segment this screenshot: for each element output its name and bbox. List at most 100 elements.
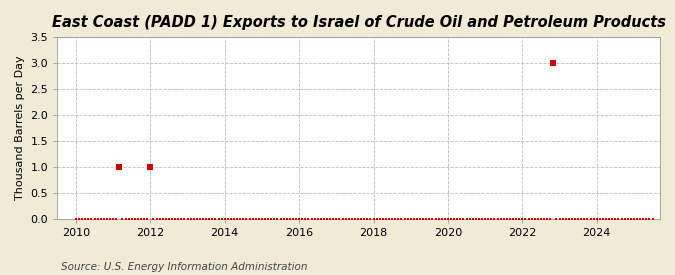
Point <box>132 217 143 221</box>
Point <box>439 217 450 221</box>
Point <box>375 217 385 221</box>
Point <box>480 217 491 221</box>
Point <box>443 217 454 221</box>
Point <box>626 217 637 221</box>
Point <box>108 217 119 221</box>
Point <box>281 217 292 221</box>
Point <box>560 217 571 221</box>
Point <box>291 217 302 221</box>
Point <box>576 217 587 221</box>
Point <box>554 217 565 221</box>
Point <box>80 217 90 221</box>
Point <box>641 217 652 221</box>
Point <box>433 217 444 221</box>
Point <box>470 217 481 221</box>
Point <box>210 217 221 221</box>
Point <box>548 60 559 65</box>
Point <box>297 217 308 221</box>
Point <box>570 217 580 221</box>
Point <box>70 217 81 221</box>
Point <box>427 217 438 221</box>
Point <box>399 217 410 221</box>
Point <box>381 217 392 221</box>
Point <box>383 217 394 221</box>
Point <box>406 217 416 221</box>
Point <box>151 217 162 221</box>
Point <box>278 217 289 221</box>
Point <box>467 217 478 221</box>
Point <box>508 217 518 221</box>
Point <box>628 217 639 221</box>
Point <box>288 217 298 221</box>
Point <box>424 217 435 221</box>
Point <box>613 217 624 221</box>
Point <box>244 217 255 221</box>
Point <box>325 217 335 221</box>
Point <box>387 217 398 221</box>
Point <box>229 217 240 221</box>
Point <box>260 217 271 221</box>
Point <box>535 217 546 221</box>
Point <box>350 217 360 221</box>
Point <box>192 217 202 221</box>
Point <box>303 217 314 221</box>
Text: Source: U.S. Energy Information Administration: Source: U.S. Energy Information Administ… <box>61 262 307 272</box>
Point <box>356 217 367 221</box>
Point <box>558 217 568 221</box>
Point <box>169 217 180 221</box>
Point <box>275 217 286 221</box>
Point <box>232 217 242 221</box>
Point <box>74 217 84 221</box>
Point <box>542 217 553 221</box>
Point <box>582 217 593 221</box>
Point <box>502 217 512 221</box>
Point <box>111 217 122 221</box>
Point <box>585 217 596 221</box>
Point <box>365 217 376 221</box>
Point <box>539 217 549 221</box>
Point <box>638 217 649 221</box>
Point <box>634 217 645 221</box>
Point <box>250 217 261 221</box>
Point <box>337 217 348 221</box>
Point <box>139 217 150 221</box>
Point <box>455 217 466 221</box>
Point <box>313 217 323 221</box>
Point <box>514 217 524 221</box>
Point <box>346 217 357 221</box>
Point <box>436 217 447 221</box>
Point <box>359 217 370 221</box>
Point <box>616 217 627 221</box>
Point <box>173 217 184 221</box>
Point <box>95 217 106 221</box>
Point <box>533 217 543 221</box>
Point <box>446 217 456 221</box>
Point <box>529 217 540 221</box>
Title: East Coast (PADD 1) Exports to Israel of Crude Oil and Petroleum Products: East Coast (PADD 1) Exports to Israel of… <box>52 15 666 30</box>
Point <box>130 217 140 221</box>
Point <box>185 217 196 221</box>
Point <box>344 217 354 221</box>
Point <box>200 217 211 221</box>
Point <box>167 217 178 221</box>
Point <box>328 217 339 221</box>
Point <box>414 217 425 221</box>
Point <box>92 217 103 221</box>
Point <box>371 217 382 221</box>
Point <box>124 217 134 221</box>
Point <box>526 217 537 221</box>
Point <box>331 217 342 221</box>
Point <box>461 217 472 221</box>
Point <box>86 217 97 221</box>
Point <box>309 217 320 221</box>
Point <box>474 217 485 221</box>
Point <box>155 217 165 221</box>
Point <box>266 217 277 221</box>
Point <box>77 217 88 221</box>
Point <box>408 217 419 221</box>
Point <box>322 217 333 221</box>
Point <box>498 217 509 221</box>
Point <box>272 217 283 221</box>
Point <box>421 217 431 221</box>
Point <box>486 217 497 221</box>
